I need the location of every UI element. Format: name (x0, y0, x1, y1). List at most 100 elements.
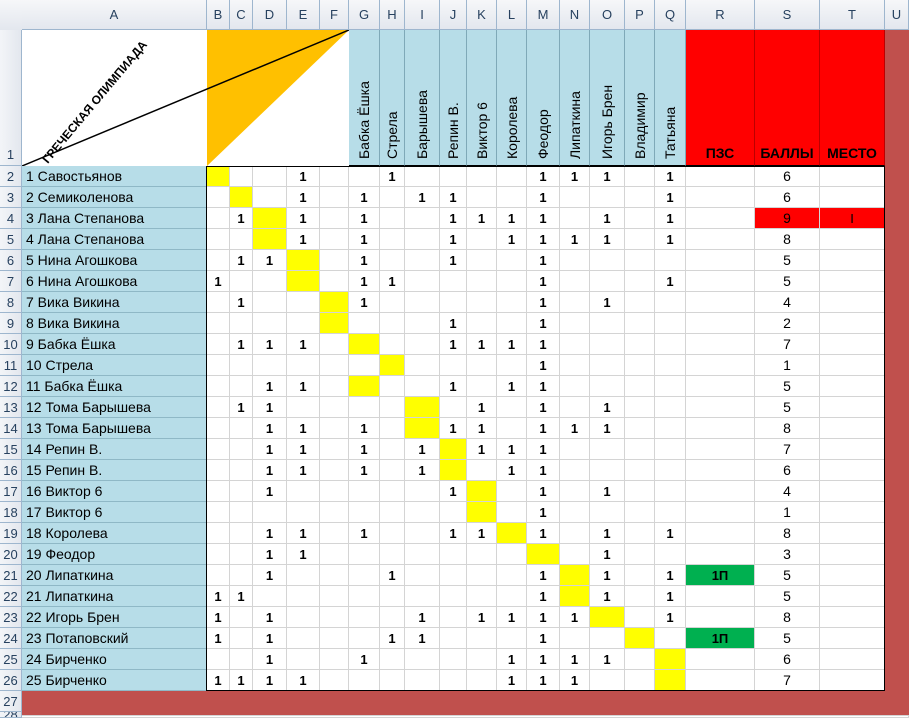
score-cell[interactable] (590, 313, 625, 334)
participant-name[interactable]: 18 Королева (22, 523, 207, 544)
column-header-n[interactable]: N (560, 0, 590, 30)
score-cell[interactable]: 1 (253, 250, 287, 271)
place-cell[interactable] (820, 523, 885, 544)
score-cell[interactable] (590, 271, 625, 292)
score-cell[interactable] (405, 649, 440, 670)
column-header-k[interactable]: K (467, 0, 497, 30)
score-cell[interactable] (560, 565, 590, 586)
row-header-1[interactable]: 1 (0, 30, 22, 166)
score-cell[interactable] (655, 544, 686, 565)
points-cell[interactable]: 8 (755, 229, 820, 250)
score-cell[interactable] (497, 502, 527, 523)
score-cell[interactable] (230, 355, 253, 376)
participant-name[interactable]: 6 Нина Агошкова (22, 271, 207, 292)
participant-name[interactable]: 7 Вика Викина (22, 292, 207, 313)
score-cell[interactable] (320, 544, 349, 565)
score-cell[interactable] (287, 481, 320, 502)
score-cell[interactable] (625, 376, 655, 397)
score-cell[interactable] (349, 544, 380, 565)
participant-name[interactable]: 15 Репин В. (22, 460, 207, 481)
score-cell[interactable] (560, 208, 590, 229)
score-cell[interactable] (207, 544, 230, 565)
score-cell[interactable]: 1 (655, 166, 686, 187)
score-cell[interactable] (560, 376, 590, 397)
score-cell[interactable] (320, 586, 349, 607)
score-cell[interactable] (405, 334, 440, 355)
score-cell[interactable] (590, 607, 625, 628)
score-cell[interactable]: 1 (527, 187, 560, 208)
score-cell[interactable]: 1 (349, 418, 380, 439)
score-cell[interactable] (230, 502, 253, 523)
column-header-g[interactable]: G (349, 0, 380, 30)
score-cell[interactable] (380, 670, 405, 691)
place-cell[interactable] (820, 355, 885, 376)
points-cell[interactable]: 8 (755, 523, 820, 544)
score-cell[interactable] (560, 292, 590, 313)
score-cell[interactable]: 1 (207, 607, 230, 628)
participant-name[interactable]: 3 Лана Степанова (22, 208, 207, 229)
score-cell[interactable]: 1 (253, 460, 287, 481)
participant-name[interactable]: 21 Липаткина (22, 586, 207, 607)
score-cell[interactable] (467, 628, 497, 649)
score-cell[interactable]: 1 (560, 229, 590, 250)
score-cell[interactable] (320, 292, 349, 313)
score-cell[interactable] (287, 271, 320, 292)
score-cell[interactable] (349, 376, 380, 397)
place-cell[interactable] (820, 481, 885, 502)
score-cell[interactable] (590, 502, 625, 523)
pzs-cell[interactable]: 1П (686, 565, 755, 586)
score-cell[interactable] (497, 166, 527, 187)
score-cell[interactable] (320, 397, 349, 418)
score-cell[interactable]: 1 (253, 439, 287, 460)
score-cell[interactable]: 1 (230, 208, 253, 229)
place-cell[interactable] (820, 439, 885, 460)
score-cell[interactable]: 1 (527, 670, 560, 691)
score-cell[interactable] (207, 250, 230, 271)
score-cell[interactable]: 1 (527, 166, 560, 187)
pzs-cell[interactable] (686, 544, 755, 565)
points-cell[interactable]: 4 (755, 292, 820, 313)
score-cell[interactable] (287, 628, 320, 649)
pzs-cell[interactable] (686, 208, 755, 229)
score-cell[interactable] (405, 292, 440, 313)
score-cell[interactable] (560, 397, 590, 418)
score-cell[interactable]: 1 (527, 397, 560, 418)
score-cell[interactable] (497, 187, 527, 208)
points-cell[interactable]: 1 (755, 502, 820, 523)
score-cell[interactable]: 1 (467, 607, 497, 628)
score-cell[interactable] (467, 565, 497, 586)
score-cell[interactable] (625, 397, 655, 418)
score-cell[interactable] (560, 502, 590, 523)
score-cell[interactable]: 1 (405, 607, 440, 628)
row-header-23[interactable]: 23 (0, 607, 22, 628)
score-cell[interactable]: 1 (207, 271, 230, 292)
score-cell[interactable] (405, 481, 440, 502)
place-cell[interactable] (820, 649, 885, 670)
score-cell[interactable] (405, 250, 440, 271)
points-cell[interactable]: 6 (755, 187, 820, 208)
row-header-21[interactable]: 21 (0, 565, 22, 586)
score-cell[interactable] (590, 439, 625, 460)
score-cell[interactable]: 1 (497, 229, 527, 250)
score-cell[interactable]: 1 (253, 418, 287, 439)
score-cell[interactable]: 1 (655, 565, 686, 586)
score-cell[interactable] (467, 250, 497, 271)
score-cell[interactable]: 1 (349, 271, 380, 292)
score-cell[interactable] (320, 166, 349, 187)
pzs-cell[interactable] (686, 397, 755, 418)
participant-name[interactable]: 1 Савостьянов (22, 166, 207, 187)
pzs-cell[interactable] (686, 586, 755, 607)
score-cell[interactable] (467, 460, 497, 481)
score-cell[interactable] (207, 313, 230, 334)
score-cell[interactable]: 1 (440, 481, 467, 502)
score-cell[interactable] (320, 502, 349, 523)
score-cell[interactable] (560, 355, 590, 376)
points-cell[interactable]: 6 (755, 166, 820, 187)
points-cell[interactable]: 6 (755, 460, 820, 481)
score-cell[interactable] (440, 460, 467, 481)
score-cell[interactable] (560, 313, 590, 334)
points-cell[interactable]: 7 (755, 439, 820, 460)
score-cell[interactable]: 1 (230, 397, 253, 418)
score-cell[interactable] (440, 670, 467, 691)
place-cell[interactable] (820, 166, 885, 187)
